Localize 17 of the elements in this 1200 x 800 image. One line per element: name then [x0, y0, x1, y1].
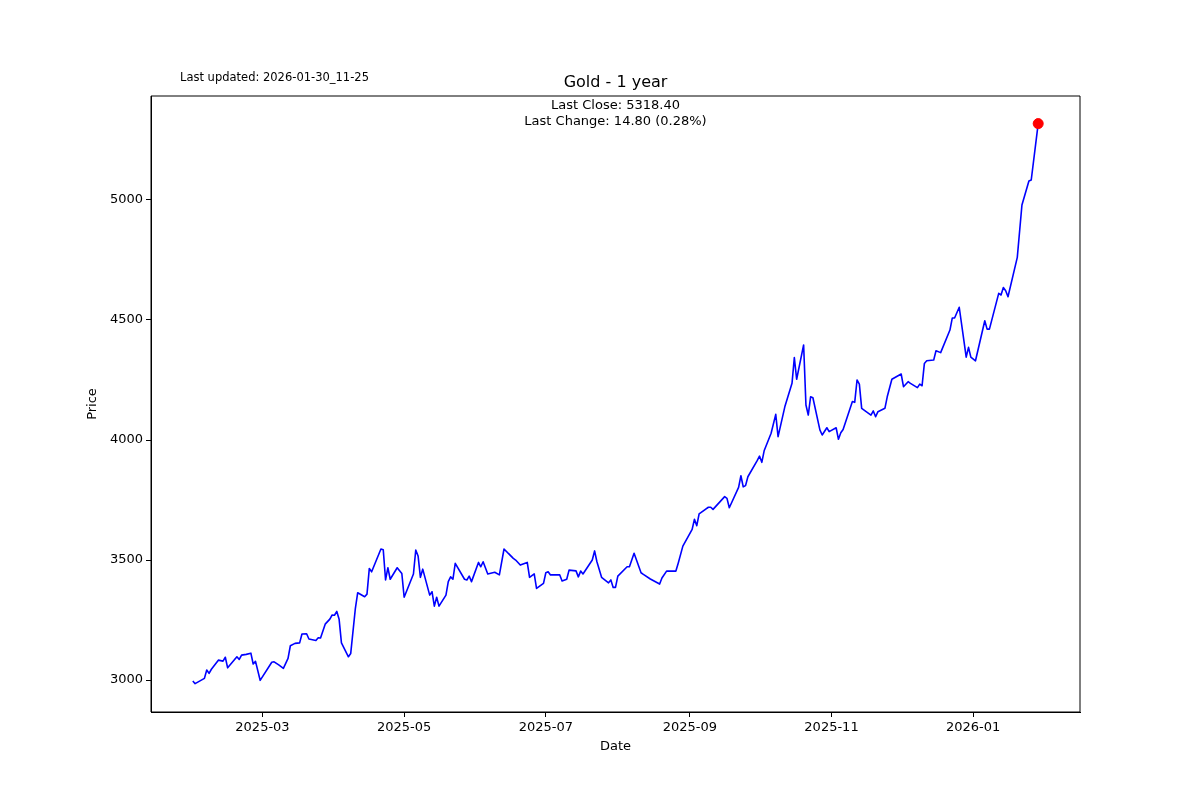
annotation: Last Change: 14.80 (0.28%): [524, 112, 707, 128]
annotation: Last Close: 5318.40: [551, 96, 680, 112]
x-tick-label: 2025-11: [804, 719, 859, 735]
x-tick-label: 2026-01: [946, 719, 1001, 735]
y-tick-label: 4000: [109, 431, 143, 447]
y-tick-label: 4500: [109, 311, 143, 327]
y-axis-title: Price: [84, 388, 100, 420]
x-tick-label: 2025-05: [376, 719, 432, 735]
y-tick-label: 3000: [109, 671, 143, 687]
y-tick-label: 3500: [109, 551, 143, 567]
chart-title: Gold - 1 year: [563, 72, 668, 92]
text: Last updated: 2026-01-30_11-25: [180, 69, 369, 84]
x-tick-label: 2025-09: [662, 719, 717, 735]
x-tick-label: 2025-07: [518, 719, 573, 735]
x-axis-title: Date: [599, 737, 632, 753]
y-tick-label: 5000: [109, 191, 143, 207]
x-tick-label: 2025-03: [235, 719, 290, 735]
